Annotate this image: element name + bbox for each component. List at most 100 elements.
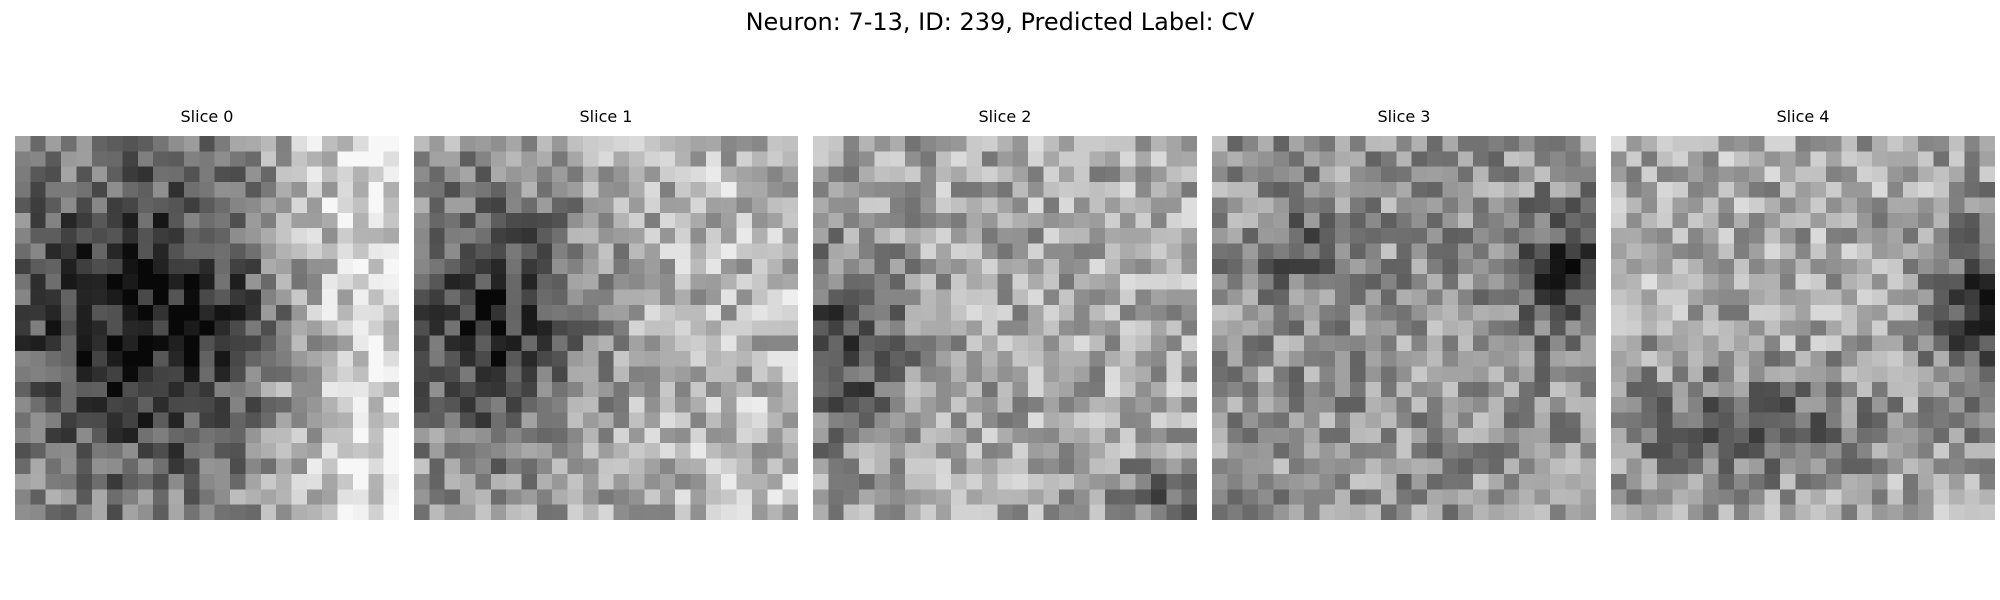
- pixel: [184, 366, 200, 382]
- pixel: [169, 443, 185, 459]
- pixel: [1043, 351, 1059, 367]
- pixel: [1934, 305, 1950, 321]
- pixel: [199, 351, 215, 367]
- pixel: [1887, 213, 1903, 229]
- pixel: [1182, 182, 1197, 198]
- pixel: [951, 197, 967, 213]
- pixel: [1366, 290, 1382, 306]
- pixel: [1258, 228, 1274, 244]
- pixel: [1412, 228, 1428, 244]
- pixel: [1811, 428, 1827, 444]
- pixel: [598, 259, 614, 275]
- pixel: [1320, 228, 1336, 244]
- pixel: [583, 443, 599, 459]
- pixel: [1120, 351, 1136, 367]
- slice-title: Slice 4: [1611, 108, 1995, 126]
- pixel: [1013, 489, 1029, 505]
- pixel: [1289, 412, 1305, 428]
- pixel: [1212, 136, 1228, 152]
- pixel: [15, 136, 31, 152]
- pixel: [967, 459, 983, 475]
- pixel: [1458, 474, 1474, 490]
- pixel: [874, 459, 890, 475]
- pixel: [1887, 459, 1903, 475]
- pixel: [506, 274, 522, 290]
- pixel: [1136, 412, 1152, 428]
- pixel: [1320, 151, 1336, 167]
- pixel: [1366, 259, 1382, 275]
- pixel: [1980, 489, 1995, 505]
- pixel: [1458, 412, 1474, 428]
- pixel: [1934, 167, 1950, 183]
- pixel: [675, 274, 691, 290]
- pixel: [506, 382, 522, 398]
- pixel: [874, 336, 890, 352]
- pixel: [61, 366, 77, 382]
- pixel: [1811, 228, 1827, 244]
- pixel: [15, 412, 31, 428]
- pixel: [199, 428, 215, 444]
- pixel: [644, 151, 660, 167]
- pixel: [1903, 351, 1919, 367]
- pixel: [1488, 366, 1504, 382]
- pixel: [1841, 443, 1857, 459]
- pixel: [1227, 428, 1243, 444]
- pixel: [1089, 366, 1105, 382]
- pixel: [169, 167, 185, 183]
- pixel: [1182, 336, 1197, 352]
- pixel: [184, 505, 200, 520]
- pixel: [1780, 151, 1796, 167]
- pixel: [1059, 167, 1075, 183]
- pixel: [1980, 274, 1995, 290]
- pixel: [1089, 259, 1105, 275]
- pixel: [844, 474, 860, 490]
- pixel: [215, 412, 231, 428]
- pixel: [737, 443, 753, 459]
- pixel: [629, 443, 645, 459]
- pixel: [997, 443, 1013, 459]
- pixel: [1458, 290, 1474, 306]
- pixel: [1136, 366, 1152, 382]
- pixel: [1964, 213, 1980, 229]
- pixel: [1136, 305, 1152, 321]
- pixel: [675, 182, 691, 198]
- pixel: [598, 489, 614, 505]
- pixel: [1780, 305, 1796, 321]
- pixel: [30, 382, 46, 398]
- pixel: [307, 459, 323, 475]
- pixel: [1703, 397, 1719, 413]
- pixel: [783, 505, 798, 520]
- pixel: [460, 290, 476, 306]
- pixel: [629, 305, 645, 321]
- pixel: [721, 382, 737, 398]
- pixel: [230, 443, 246, 459]
- pixel: [506, 351, 522, 367]
- pixel: [644, 305, 660, 321]
- pixel: [767, 351, 783, 367]
- pixel: [844, 459, 860, 475]
- pixel: [936, 228, 952, 244]
- pixel: [1734, 505, 1750, 520]
- pixel: [1657, 305, 1673, 321]
- pixel: [905, 412, 921, 428]
- pixel: [1258, 305, 1274, 321]
- pixel: [1903, 505, 1919, 520]
- pixel: [614, 259, 630, 275]
- pixel: [828, 366, 844, 382]
- pixel: [475, 320, 491, 336]
- pixel: [76, 397, 92, 413]
- pixel: [414, 213, 430, 229]
- pixel: [169, 320, 185, 336]
- pixel: [1289, 244, 1305, 260]
- pixel: [767, 136, 783, 152]
- pixel: [1120, 290, 1136, 306]
- pixel: [1089, 459, 1105, 475]
- pixel: [1811, 290, 1827, 306]
- pixel: [568, 274, 584, 290]
- pixel: [1565, 136, 1581, 152]
- pixel: [506, 489, 522, 505]
- pixel: [1289, 428, 1305, 444]
- pixel: [92, 366, 108, 382]
- slice-title: Slice 3: [1212, 108, 1596, 126]
- pixel: [215, 182, 231, 198]
